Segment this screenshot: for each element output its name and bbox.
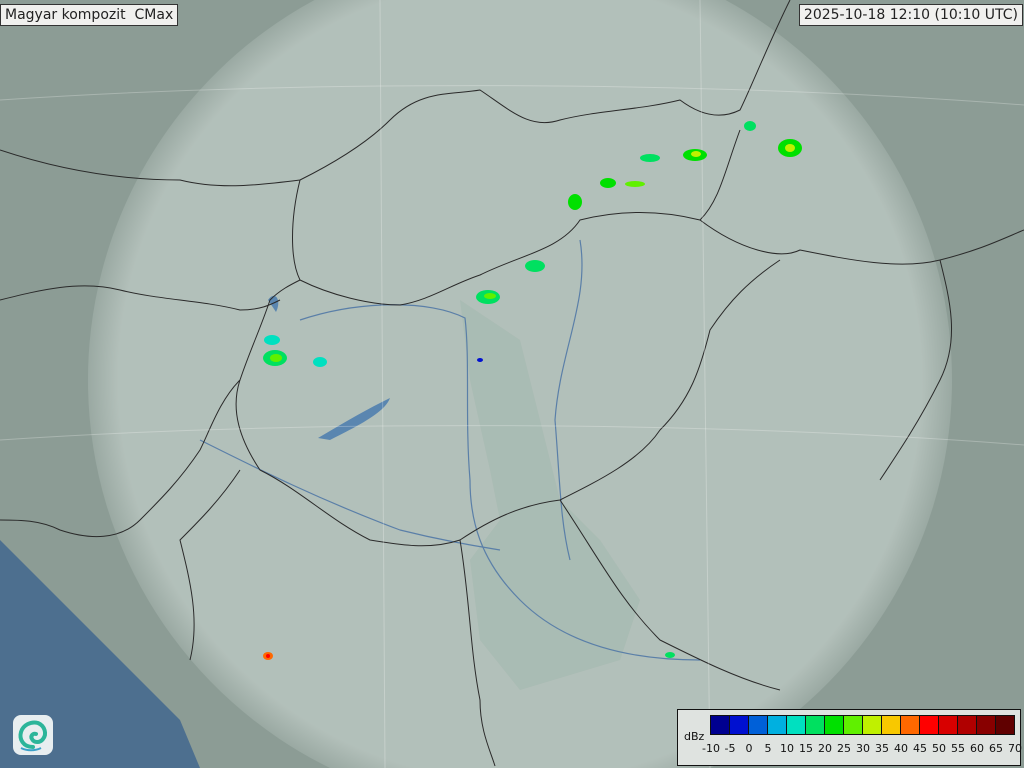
legend-swatch xyxy=(711,716,730,734)
legend-swatch xyxy=(768,716,787,734)
legend-tick-label: -5 xyxy=(724,742,736,755)
legend-swatch xyxy=(920,716,939,734)
legend-swatch xyxy=(749,716,768,734)
adriatic-sea xyxy=(0,540,200,768)
lake-balaton xyxy=(318,398,390,440)
legend-tick-label: 35 xyxy=(875,742,889,755)
legend-swatch xyxy=(901,716,920,734)
legend-tick-label: 15 xyxy=(799,742,813,755)
legend-swatch xyxy=(996,716,1014,734)
legend-swatch xyxy=(939,716,958,734)
legend-swatch xyxy=(787,716,806,734)
legend-swatch xyxy=(825,716,844,734)
legend-tick-label: 5 xyxy=(764,742,772,755)
legend-unit: dBz xyxy=(684,730,705,743)
legend-swatch xyxy=(863,716,882,734)
legend-tick-label: -10 xyxy=(702,742,720,755)
legend-tick-label: 40 xyxy=(894,742,908,755)
legend-swatch xyxy=(844,716,863,734)
legend-swatch xyxy=(977,716,996,734)
legend-tick-label: 20 xyxy=(818,742,832,755)
legend-swatch xyxy=(958,716,977,734)
radar-echoes xyxy=(263,121,802,660)
legend-tick-label: 45 xyxy=(913,742,927,755)
product-title: Magyar kompozit CMax xyxy=(0,4,179,26)
legend-swatch xyxy=(730,716,749,734)
legend-tick-label: 60 xyxy=(970,742,984,755)
great-plain xyxy=(460,300,640,690)
legend-swatch xyxy=(806,716,825,734)
legend-color-bar xyxy=(710,715,1015,735)
timestamp-label: 2025-10-18 12:10 (10:10 UTC) xyxy=(798,4,1023,26)
legend-tick-label: 30 xyxy=(856,742,870,755)
legend-tick-label: 50 xyxy=(932,742,946,755)
legend-tick-label: 65 xyxy=(989,742,1003,755)
legend-tick-label: 25 xyxy=(837,742,851,755)
legend-tick-label: 55 xyxy=(951,742,965,755)
rivers xyxy=(199,239,701,661)
legend-tick-label: 0 xyxy=(745,742,753,755)
omsz-logo-icon xyxy=(13,715,53,755)
legend-swatch xyxy=(882,716,901,734)
dbz-color-legend: dBz -10 -5 0 5 10 15 20 25 30 35 40 45 50 55 60 65 70 xyxy=(677,709,1022,766)
legend-tick-label: 70 xyxy=(1008,742,1022,755)
legend-tick-label: 10 xyxy=(780,742,794,755)
